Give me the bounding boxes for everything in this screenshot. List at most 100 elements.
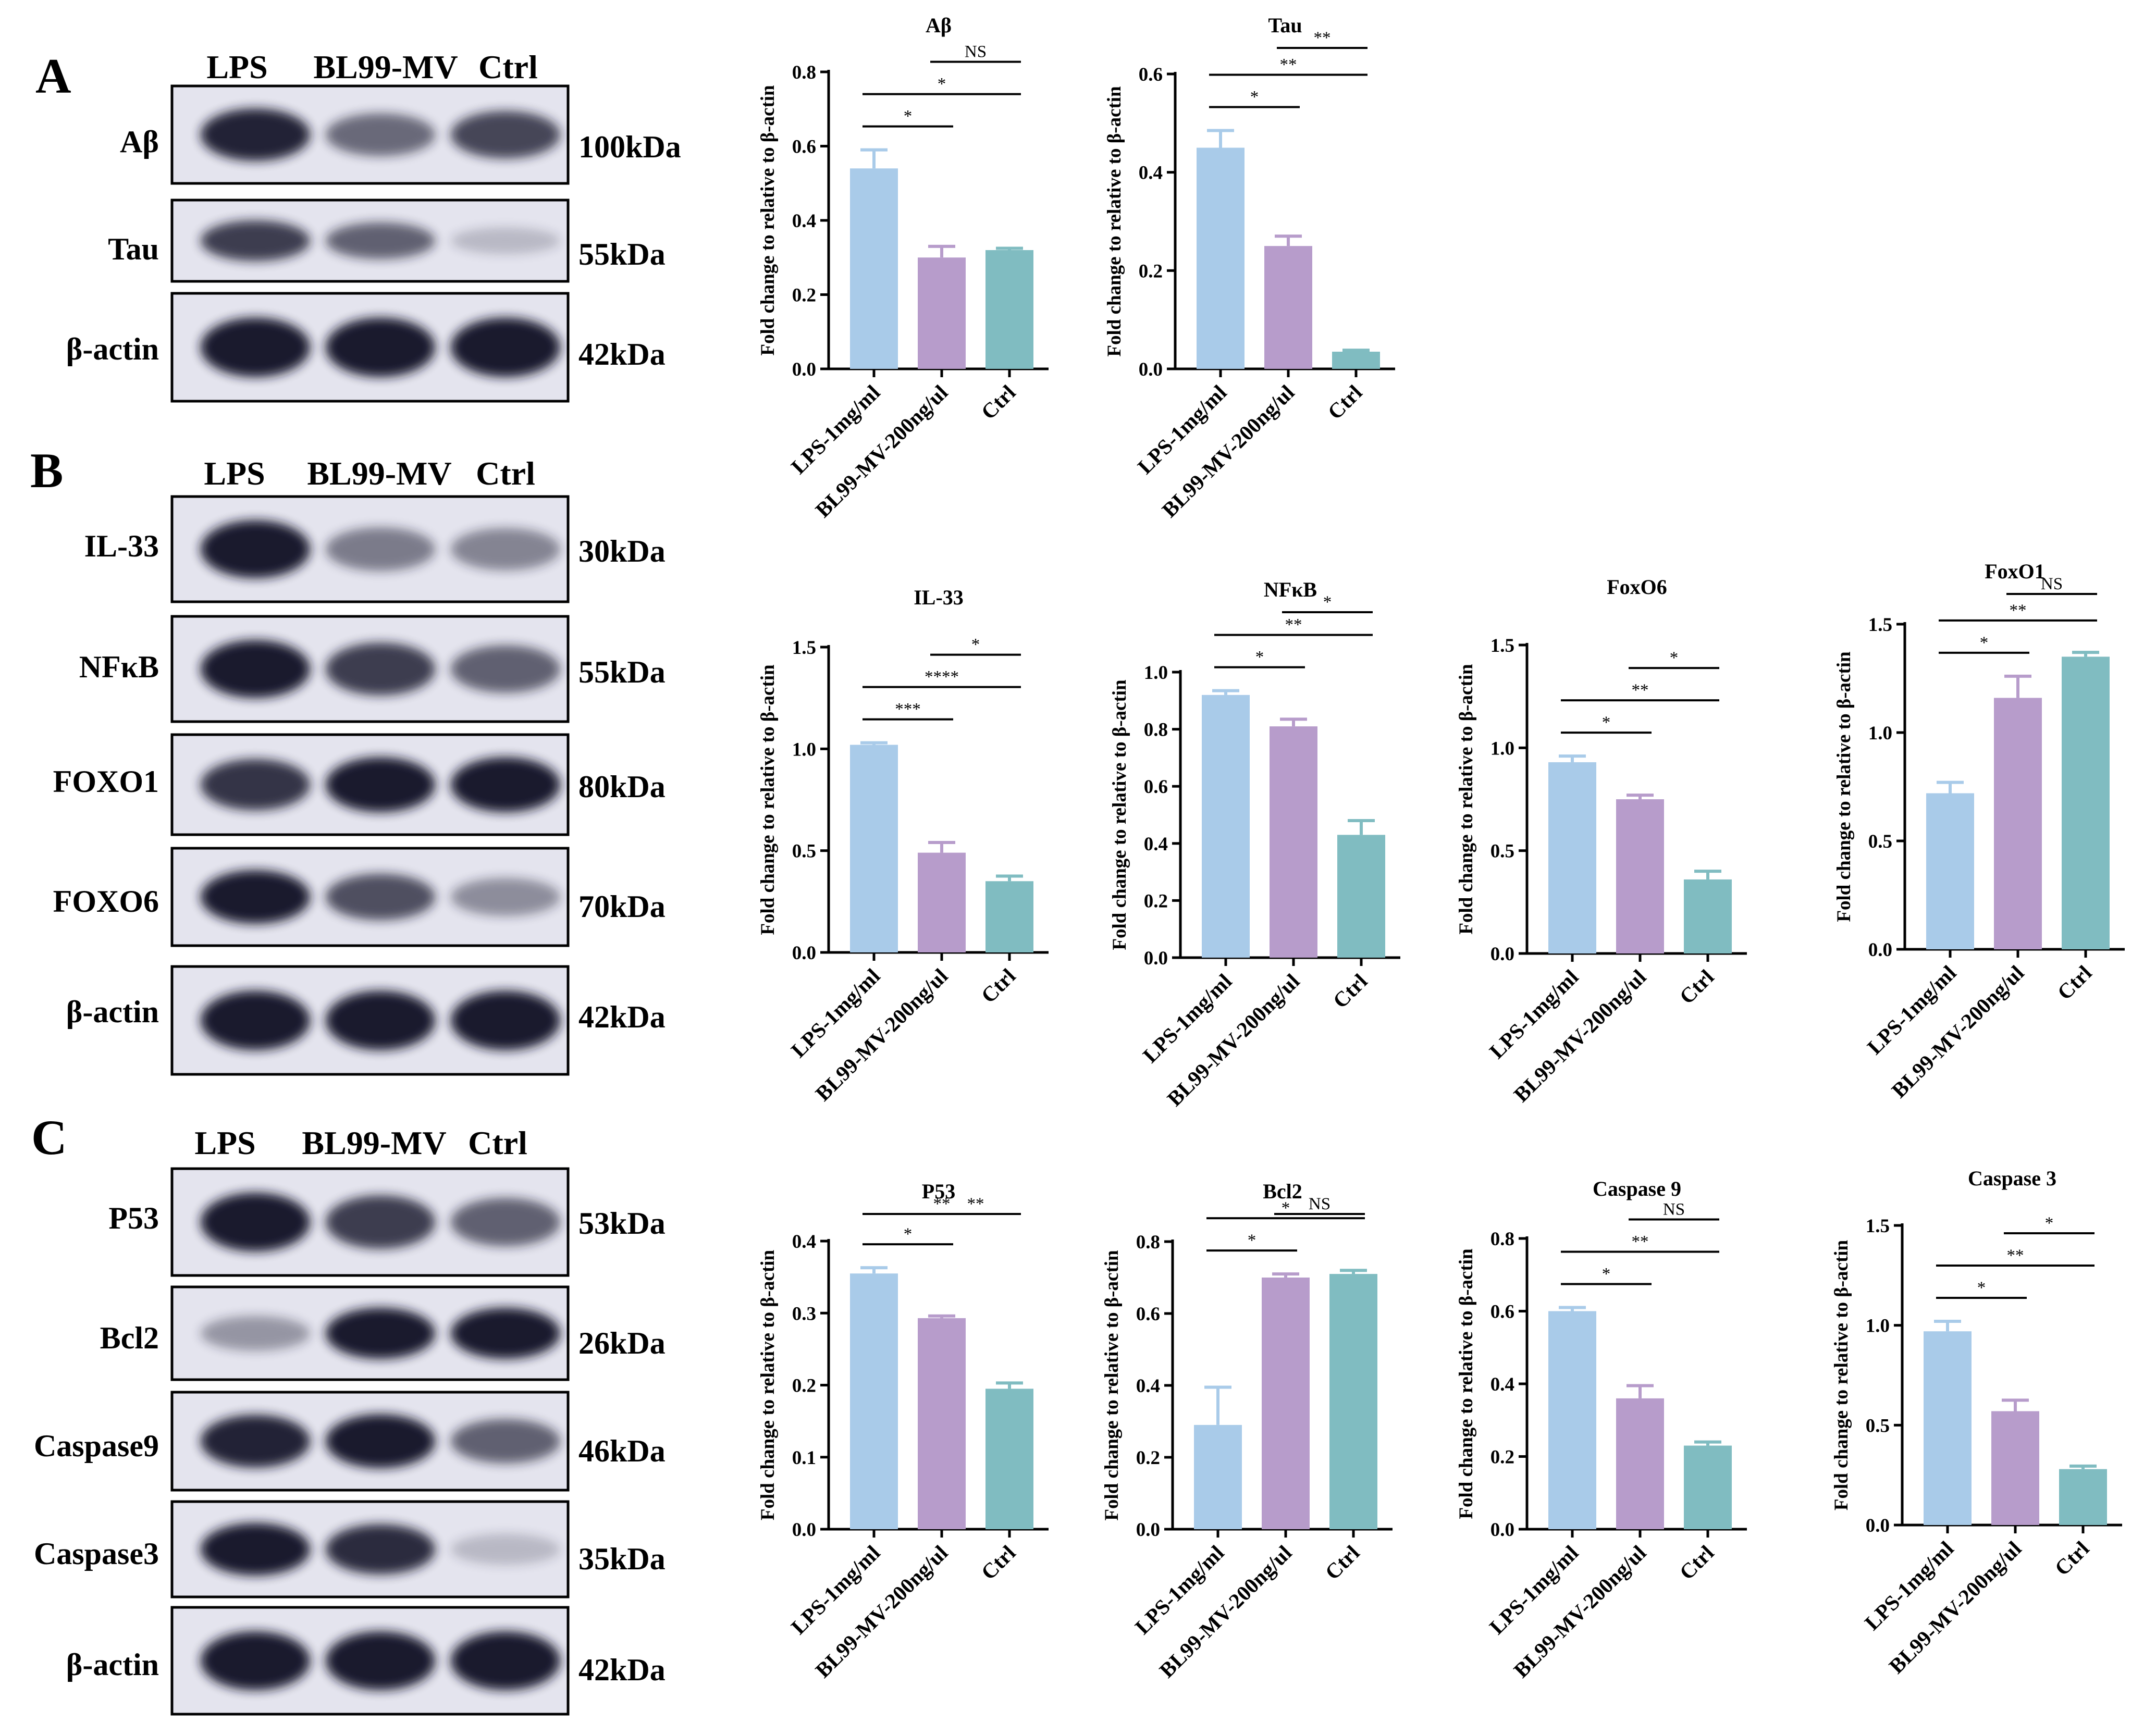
chart-title: Caspase 9 [1593, 1177, 1681, 1200]
bar [1197, 147, 1245, 369]
y-axis-label: Fold change to relative to β-actin [757, 85, 779, 356]
molecular-weight-label: 80kDa [578, 770, 666, 804]
y-tick-label: 0.6 [1144, 776, 1168, 798]
protein-label: NFκB [79, 650, 159, 684]
y-tick-label: 1.0 [1144, 662, 1168, 684]
blot-band [451, 645, 560, 693]
chart-title: NFκB [1264, 578, 1317, 601]
significance-label: * [938, 75, 946, 94]
bar [1262, 1278, 1310, 1529]
chart-title: Bcl2 [1263, 1180, 1302, 1203]
y-tick-label: 0.2 [1139, 261, 1163, 282]
significance-label: * [1980, 634, 1989, 652]
protein-label: Bcl2 [100, 1321, 159, 1355]
blot-band [326, 1524, 435, 1575]
bar-chart-9: Caspase 9 Fold change to relative to β-ac… [1456, 1177, 1747, 1682]
significance-label: * [904, 107, 913, 126]
x-tick-label: Ctrl [976, 964, 1020, 1008]
significance-label: NS [2041, 575, 2063, 593]
significance-label: * [1977, 1279, 1986, 1297]
y-tick-label: 0.4 [1136, 1375, 1160, 1397]
x-tick-label: BL99-MV-200ng/ul [1162, 969, 1304, 1111]
molecular-weight-label: 42kDa [578, 1000, 666, 1034]
y-tick-label: 0.0 [792, 1519, 816, 1541]
y-axis-label: Fold change to relative to β-actin [1833, 651, 1855, 922]
protein-label: Caspase3 [34, 1536, 159, 1571]
blot-band [451, 1308, 560, 1359]
significance-label: ** [1280, 55, 1297, 74]
x-tick-label: Ctrl [976, 380, 1020, 424]
y-tick-label: 0.4 [1139, 163, 1163, 184]
protein-label: FOXO1 [53, 764, 159, 799]
blot-row: β-actin 42kDa [66, 292, 666, 403]
blot-band [201, 317, 310, 377]
significance-label: ** [967, 1195, 984, 1213]
y-tick-label: 0.4 [1144, 834, 1168, 855]
chart-title: P53 [922, 1180, 955, 1203]
blot-band [451, 528, 560, 571]
molecular-weight-label: 42kDa [578, 337, 666, 371]
blot-band [326, 317, 435, 377]
bar-chart-1: Aβ Fold change to relative to β-actin 0.0 0… [757, 14, 1049, 522]
bar [2059, 1469, 2107, 1525]
x-tick-label: Ctrl [2052, 961, 2096, 1005]
significance-label: * [2045, 1214, 2054, 1233]
blot-band [451, 878, 560, 916]
bar [1337, 835, 1385, 958]
molecular-weight-label: 53kDa [578, 1206, 666, 1241]
molecular-weight-label: 70kDa [578, 889, 666, 924]
y-tick-label: 0.1 [792, 1447, 816, 1469]
bar [1684, 1445, 1732, 1529]
bar-chart-7: P53 Fold change to relative to β-actin 0.0… [757, 1180, 1049, 1682]
x-tick-label: Ctrl [1320, 1541, 1364, 1584]
lane-label: LPS [206, 48, 267, 85]
significance-label: * [1670, 649, 1679, 667]
y-tick-label: 0.4 [792, 210, 816, 232]
x-tick-label: Ctrl [976, 1541, 1020, 1584]
y-axis-label: Fold change to relative to β-actin [1456, 664, 1477, 935]
significance-label: * [1602, 1265, 1611, 1284]
blot-band [201, 220, 310, 262]
x-tick-label: BL99-MV-200ng/ul [1509, 965, 1650, 1107]
x-tick-label: Ctrl [2050, 1536, 2093, 1580]
bar [1329, 1274, 1377, 1529]
protein-label: Aβ [120, 125, 159, 159]
significance-label: ** [2010, 601, 2027, 620]
significance-label: ** [1632, 681, 1649, 700]
significance-label: *** [895, 700, 921, 719]
blot-band [201, 1415, 310, 1468]
x-tick-label: Ctrl [1674, 1541, 1718, 1584]
protein-label: IL-33 [84, 529, 159, 563]
bar [985, 250, 1033, 369]
y-tick-label: 0.8 [1144, 720, 1168, 741]
x-tick-label: BL99-MV-200ng/ul [1157, 380, 1299, 522]
blot-band [326, 990, 435, 1050]
blot-panel-c: C LPS BL99-MV Ctrl P53 53kDa Bcl2 26kDa Caspase9… [31, 1110, 666, 1716]
bar [850, 745, 898, 952]
y-tick-label: 0.5 [1490, 841, 1514, 862]
blot-band [451, 1631, 560, 1690]
bar [1616, 1398, 1664, 1529]
molecular-weight-label: 35kDa [578, 1542, 666, 1576]
blot-band [201, 520, 310, 578]
blot-band [326, 874, 435, 920]
bar [1202, 695, 1250, 958]
y-tick-label: 0.0 [1490, 944, 1514, 965]
molecular-weight-label: 46kDa [578, 1434, 666, 1468]
blot-row: Caspase3 35kDa [34, 1500, 666, 1598]
western-blot-panels: A LPS BL99-MV Ctrl Aβ 100kDa Tau 55kDa β-actin 42… [30, 48, 681, 1716]
blot-panel-a: A LPS BL99-MV Ctrl Aβ 100kDa Tau 55kDa β-actin 42… [35, 48, 681, 403]
x-tick-label: BL99-MV-200ng/ul [810, 1541, 952, 1682]
molecular-weight-label: 26kDa [578, 1326, 666, 1360]
bar [1264, 246, 1312, 369]
x-tick-label: BL99-MV-200ng/ul [1884, 1536, 2026, 1678]
y-tick-label: 0.0 [1144, 948, 1168, 969]
protein-label: β-actin [66, 995, 159, 1029]
panel-letter: A [35, 48, 71, 104]
chart-title: FoxO6 [1607, 575, 1667, 599]
bar-chart-5: FoxO6 Fold change to relative to β-actin 0… [1456, 575, 1747, 1107]
bar [1194, 1424, 1242, 1529]
y-axis-label: Fold change to relative to β-actin [1456, 1248, 1477, 1519]
blot-band [326, 222, 435, 259]
x-tick-label: BL99-MV-200ng/ul [810, 964, 952, 1106]
